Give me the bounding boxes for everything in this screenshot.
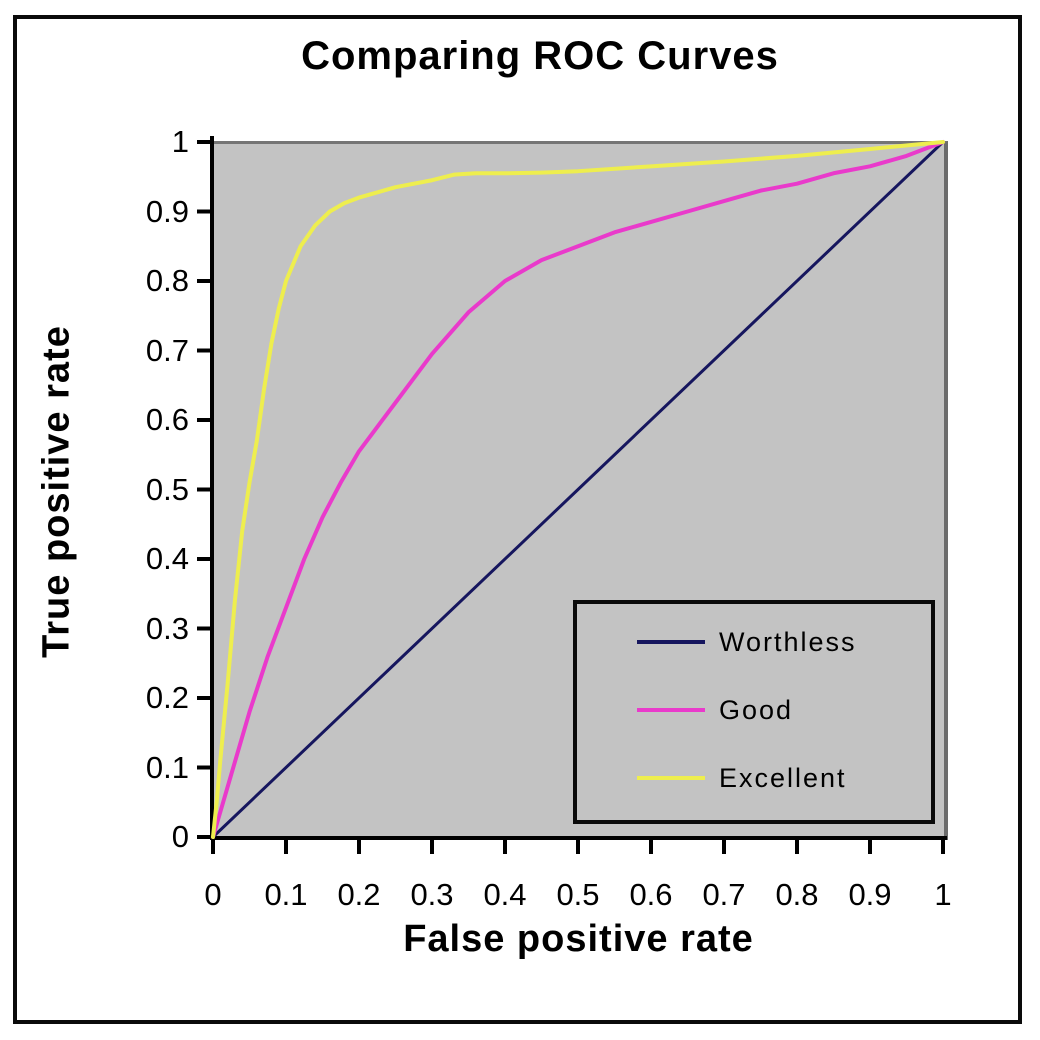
roc-curve-good xyxy=(211,140,945,839)
y-tick-label-0.4: 0.4 xyxy=(145,541,189,576)
y-tick-label-0.5: 0.5 xyxy=(145,471,189,507)
legend-label-worthless: Worthless xyxy=(719,626,857,657)
y-tick-label-0.6: 0.6 xyxy=(145,402,189,437)
y-tick-label-0.2: 0.2 xyxy=(145,680,189,715)
x-tick-label-0.7: 0.7 xyxy=(702,877,746,912)
x-tick-label-0.4: 0.4 xyxy=(483,877,527,912)
roc-curve-excellent xyxy=(211,140,945,839)
x-tick-label-0.5: 0.5 xyxy=(556,877,600,912)
y-axis-title: True positive rate xyxy=(35,325,78,658)
legend-line-good xyxy=(637,708,705,712)
x-tick-label-0.2: 0.2 xyxy=(337,877,381,912)
x-tick-label-0.6: 0.6 xyxy=(629,877,673,912)
x-tick-label-0.1: 0.1 xyxy=(264,877,308,912)
roc-curve-worthless xyxy=(211,140,945,839)
y-tick-label-1: 1 xyxy=(171,124,189,159)
legend-label-good: Good xyxy=(719,694,794,725)
y-tick-label-0.3: 0.3 xyxy=(145,610,189,646)
x-tick-label-0: 0 xyxy=(204,877,222,912)
legend-label-excellent: Excellent xyxy=(719,762,847,793)
y-tick-label-0.1: 0.1 xyxy=(145,749,189,785)
x-tick-label-0.9: 0.9 xyxy=(848,877,892,912)
legend-item-good: Good xyxy=(577,692,931,728)
x-tick-label-0.8: 0.8 xyxy=(775,877,819,912)
y-tick-label-0.8: 0.8 xyxy=(145,263,189,298)
legend-line-excellent xyxy=(637,776,705,780)
y-tick-label-0.9: 0.9 xyxy=(145,193,189,229)
y-tick-label-0.7: 0.7 xyxy=(145,332,189,368)
legend-item-excellent: Excellent xyxy=(577,760,931,796)
y-tick-label-0: 0 xyxy=(171,819,189,854)
legend-box: Worthless Good Excellent xyxy=(573,600,935,824)
x-axis-title: False positive rate xyxy=(403,918,754,960)
x-tick-label-1: 1 xyxy=(934,877,952,912)
chart-title: Comparing ROC Curves xyxy=(301,34,779,78)
x-tick-label-0.3: 0.3 xyxy=(410,877,454,912)
legend-item-worthless: Worthless xyxy=(577,624,931,660)
legend-line-worthless xyxy=(637,640,705,644)
